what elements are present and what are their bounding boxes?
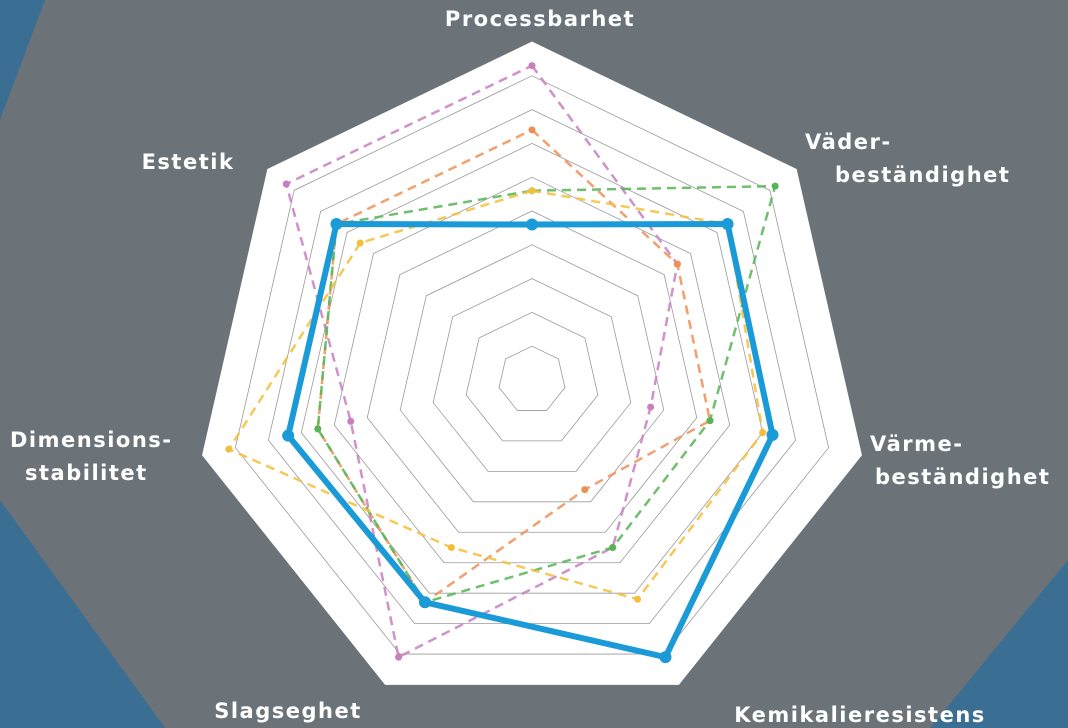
data-point: [282, 429, 295, 442]
background-shape: [930, 560, 1068, 728]
axis-label: beständighet: [835, 163, 1010, 187]
data-point: [581, 486, 589, 494]
data-point: [659, 651, 672, 664]
data-point: [314, 425, 322, 433]
grid-ring: [333, 176, 731, 564]
data-point: [766, 428, 779, 441]
grid-ring: [366, 210, 698, 533]
radar-background: [202, 42, 862, 685]
data-point: [706, 417, 714, 425]
grid-ring: [465, 311, 599, 442]
grid: [202, 41, 862, 685]
background-shape: [0, 0, 45, 120]
data-point: [447, 543, 455, 551]
grid-ring: [432, 278, 632, 472]
axis-label: Slagseghet: [214, 699, 362, 723]
data-point: [225, 445, 233, 453]
axis-label: Väder-: [805, 130, 892, 154]
background-shape: [0, 500, 165, 728]
data-point: [673, 260, 681, 268]
data-point: [330, 218, 343, 231]
axis-label: Kemikalieresistens: [734, 703, 986, 727]
data-point: [528, 126, 536, 134]
series-line: [285, 221, 776, 661]
data-point: [528, 62, 536, 70]
data-point: [418, 596, 431, 609]
data-point: [647, 403, 655, 411]
axis-label: Estetik: [142, 150, 235, 174]
series-line-dashed: [284, 64, 679, 659]
data-point: [395, 653, 403, 661]
axis-label: Värme-: [870, 432, 963, 456]
data-point: [356, 239, 364, 247]
data-point: [609, 543, 617, 551]
data-point: [282, 180, 290, 188]
axis-label: beständighet: [875, 465, 1050, 489]
data-point: [721, 218, 734, 231]
series-layer: [225, 62, 779, 664]
axis-label: Processbarhet: [445, 7, 635, 31]
grid-ring: [267, 109, 797, 625]
grid-ring: [498, 345, 566, 411]
grid-ring: [399, 244, 665, 503]
data-point: [759, 429, 767, 437]
axis-labels: Processbarhet Väder-beständighet Värme-bes…: [10, 7, 1050, 727]
series-line-dashed: [316, 184, 777, 604]
grid-ring: [202, 41, 862, 685]
data-point: [528, 187, 536, 195]
data-point: [634, 595, 642, 603]
data-point: [347, 417, 355, 425]
axis-label: stabilitet: [25, 461, 148, 485]
axis-label: Dimensions-: [10, 428, 173, 452]
data-point: [526, 218, 538, 231]
grid-ring: [300, 142, 764, 594]
data-point: [771, 182, 779, 190]
grid-ring: [234, 75, 830, 655]
